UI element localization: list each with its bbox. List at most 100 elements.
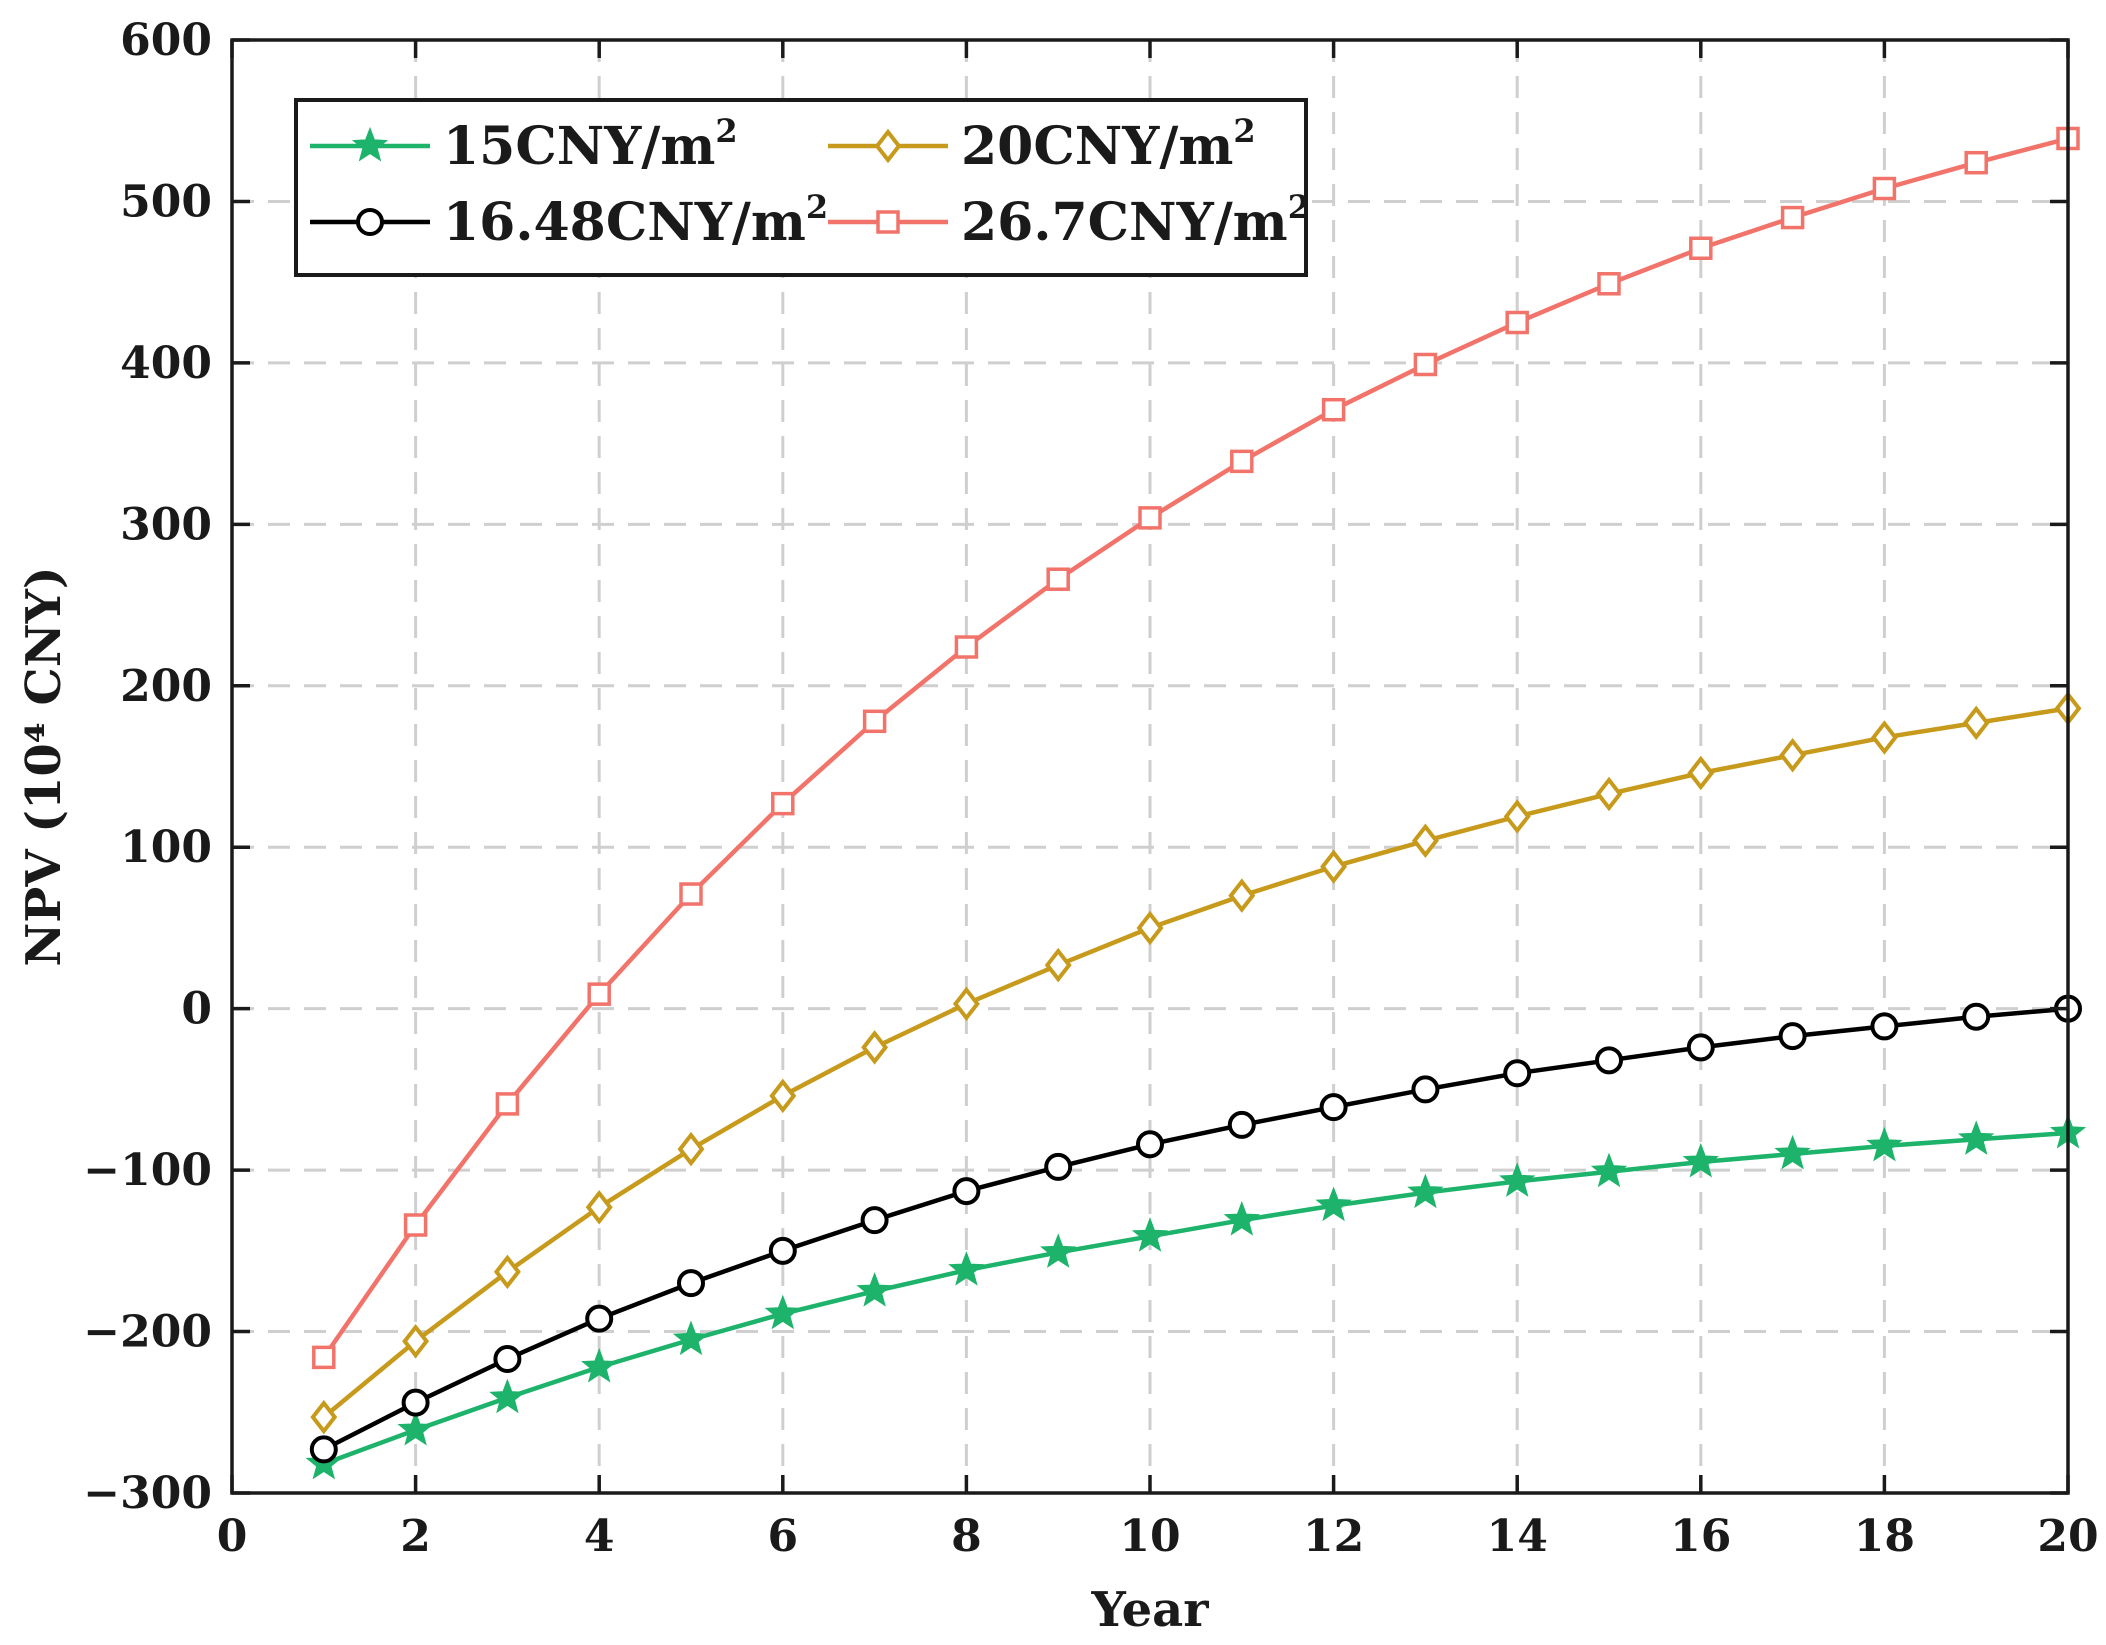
x-tick-label: 10 [1119, 1511, 1180, 1562]
data-point-square [771, 791, 795, 816]
data-point-star [1866, 1126, 1903, 1162]
data-point-square [1780, 205, 1805, 230]
data-point-square [1597, 272, 1621, 296]
legend-label: 20CNY/m2 [961, 112, 1256, 177]
data-point-circle [493, 1345, 522, 1374]
data-point-square [1138, 506, 1162, 530]
data-point-diamond [1503, 799, 1531, 834]
data-point-square [1046, 567, 1070, 591]
x-tick-label: 18 [1854, 1511, 1915, 1562]
data-point-square [403, 1213, 428, 1237]
legend-item-diamond: 20CNY/m2 [828, 112, 1256, 177]
data-point-star [1407, 1173, 1444, 1209]
data-point-star [764, 1294, 801, 1330]
y-tick-label: 0 [181, 984, 212, 1035]
data-point-star [581, 1347, 618, 1383]
data-point-square [862, 709, 887, 734]
data-point-star [856, 1272, 893, 1307]
data-point-diamond [1687, 755, 1715, 791]
x-tick-label: 14 [1487, 1511, 1548, 1562]
x-tick-label: 20 [2037, 1511, 2098, 1562]
data-point-star [1590, 1152, 1628, 1188]
data-point-square [1872, 176, 1897, 201]
x-axis-title: Year [1090, 1582, 1209, 1638]
data-point-diamond [1962, 705, 1990, 741]
axis-ticks: 0 2 4 6 8 10 12 14 16 18 20 −300 −200 −100 0 100 200 300 4… [83, 15, 2098, 1562]
data-point-circle [1686, 1033, 1715, 1062]
data-point-diamond [677, 1131, 705, 1167]
data-point-diamond [1044, 947, 1072, 983]
data-point-diamond [952, 986, 980, 1022]
y-tick-label: 400 [120, 338, 212, 389]
data-point-diamond [1136, 910, 1164, 946]
data-point-circle [1044, 1152, 1073, 1181]
data-point-circle [860, 1206, 889, 1235]
data-point-circle [309, 1435, 338, 1464]
data-point-square [1321, 397, 1346, 422]
x-tick-label: 4 [584, 1511, 615, 1562]
data-point-circle [1503, 1059, 1532, 1088]
y-tick-label: −100 [83, 1145, 212, 1196]
series-circle [309, 994, 2082, 1464]
data-point-circle [1319, 1093, 1348, 1122]
data-point-diamond [310, 1399, 338, 1435]
y-tick-label: 300 [120, 499, 212, 550]
data-point-star [1315, 1186, 1352, 1222]
data-point-diamond [769, 1078, 797, 1114]
y-tick-label: 500 [120, 176, 212, 227]
data-point-square [679, 882, 703, 906]
data-point-diamond [1595, 776, 1623, 812]
data-point-star [1223, 1201, 1260, 1236]
legend-item-square: 26.7CNY/m2 [828, 188, 1310, 253]
series-diamond [310, 691, 2082, 1435]
data-point-square [312, 1345, 336, 1370]
data-point-star [948, 1251, 985, 1286]
data-point-circle [1870, 1012, 1899, 1041]
data-point-square [1413, 352, 1438, 377]
legend-swatch-marker [874, 128, 902, 164]
data-point-square [495, 1092, 520, 1116]
series-star [305, 1113, 2087, 1480]
data-point-diamond [493, 1254, 521, 1290]
data-point-diamond [585, 1189, 613, 1225]
data-point-circle [401, 1388, 430, 1417]
data-point-diamond [1411, 823, 1439, 859]
x-tick-label: 2 [400, 1511, 431, 1562]
data-point-circle [1136, 1130, 1164, 1159]
x-tick-label: 12 [1303, 1511, 1364, 1562]
legend-box [294, 98, 1308, 277]
y-axis-title: NPV (10⁴ CNY) [16, 566, 72, 966]
data-point-circle [1778, 1022, 1807, 1051]
legend-label: 15CNY/m2 [443, 112, 738, 177]
data-point-star [1040, 1233, 1077, 1268]
legend-label: 16.48CNY/m2 [443, 188, 828, 253]
data-point-square [1505, 310, 1529, 335]
data-point-diamond [1228, 878, 1256, 913]
legend-item-star: 15CNY/m2 [310, 112, 738, 177]
data-point-square [954, 635, 979, 659]
y-tick-label: 600 [120, 15, 212, 66]
legend-label: 26.7CNY/m2 [961, 188, 1310, 253]
legend-item-circle: 16.48CNY/m2 [310, 188, 828, 253]
data-point-star [1774, 1134, 1811, 1170]
data-point-square [1689, 236, 1713, 261]
x-tick-label: 0 [217, 1511, 248, 1562]
data-point-circle [952, 1177, 981, 1206]
data-point-diamond [402, 1323, 430, 1359]
data-point-circle [677, 1269, 705, 1298]
data-point-circle [585, 1304, 614, 1333]
series-line-diamond [322, 706, 2069, 1419]
y-tick-label: −200 [83, 1307, 212, 1358]
data-point-circle [1227, 1110, 1256, 1139]
data-point-star [397, 1410, 434, 1446]
data-point-star [1682, 1142, 1719, 1178]
x-tick-label: 6 [767, 1511, 798, 1562]
y-tick-label: 100 [120, 822, 212, 873]
series-line-star [323, 1130, 2069, 1467]
data-point-square [1964, 150, 1988, 175]
data-point-star [672, 1320, 710, 1356]
data-point-square [1230, 449, 1254, 474]
data-point-star [1131, 1217, 1169, 1252]
